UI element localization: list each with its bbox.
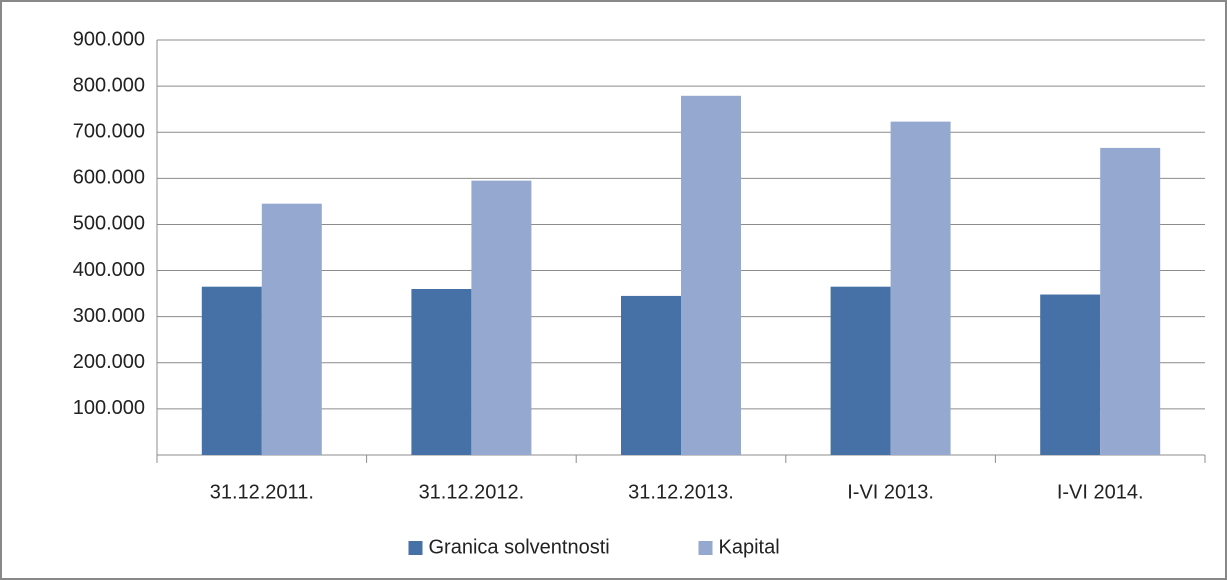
bar xyxy=(681,95,741,456)
x-tick-label: I-VI 2013. xyxy=(847,481,934,503)
legend-label: Granica solventnosti xyxy=(429,536,610,558)
x-tick-label: 31.12.2011. xyxy=(210,481,314,503)
y-tick-label: 200.000 xyxy=(73,351,145,373)
legend-swatch xyxy=(408,541,423,555)
y-tick-label: 600.000 xyxy=(73,167,145,189)
bar xyxy=(1040,294,1101,455)
bar xyxy=(411,289,472,455)
legend-label: Kapital xyxy=(719,536,780,558)
bar xyxy=(621,295,681,455)
bar xyxy=(830,286,891,455)
y-tick-label: 300.000 xyxy=(73,305,145,327)
bar xyxy=(1100,147,1161,455)
legend-swatch xyxy=(698,541,713,555)
bar xyxy=(261,203,322,455)
y-tick-label: 500.000 xyxy=(73,213,145,235)
y-tick-label: 900.000 xyxy=(73,28,145,50)
bar xyxy=(890,121,951,455)
y-tick-label: 700.000 xyxy=(73,121,145,143)
x-tick-label: 31.12.2012. xyxy=(419,481,525,503)
x-tick-label: 31.12.2013. xyxy=(628,481,734,503)
y-tick-label: 100.000 xyxy=(73,397,145,419)
bar xyxy=(471,180,532,455)
y-tick-label: 800.000 xyxy=(73,74,145,96)
x-tick-label: I-VI 2014. xyxy=(1057,481,1144,503)
bar xyxy=(201,286,262,455)
y-tick-label: 400.000 xyxy=(73,259,145,281)
